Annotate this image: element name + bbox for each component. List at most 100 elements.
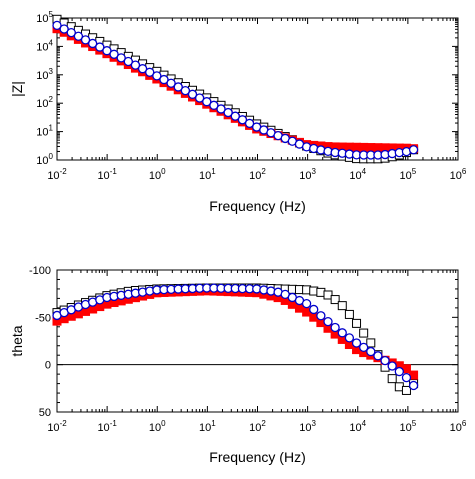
x-tick-base: 10	[400, 422, 412, 434]
y-tick-base: 10	[36, 127, 48, 139]
chart1-series-open-circle-point	[187, 89, 198, 99]
chart2-series-open-circle-point	[351, 338, 362, 348]
chart1-x-tick-label: 105	[400, 167, 417, 182]
chart2-series-open-square-point	[330, 295, 340, 305]
chart2-y-axis-label: theta	[9, 325, 25, 356]
chart1-series-open-circle-point	[152, 71, 162, 81]
chart2-series-open-square-point	[323, 290, 333, 300]
chart2-series-open-square-point	[337, 301, 347, 311]
chart2-x-tick-label: 100	[149, 419, 166, 434]
chart1-x-tick-label: 103	[299, 167, 316, 182]
chart1-series-open-circle-point	[80, 35, 91, 45]
chart2-x-tick-label: 103	[299, 419, 316, 434]
chart2-y-tick-label: 0	[45, 360, 51, 372]
chart2-series-open-circle-point	[380, 355, 390, 366]
chart1-x-tick-label: 106	[450, 167, 467, 182]
x-tick-exponent: 4	[362, 419, 367, 428]
x-tick-base: 10	[199, 422, 211, 434]
chart2-series-open-circle-point	[344, 333, 355, 343]
x-tick-base: 10	[249, 422, 261, 434]
chart1-series-open-circle-point	[95, 42, 105, 52]
x-tick-exponent: -2	[60, 419, 68, 428]
chart1-series-open-circle-point	[123, 56, 133, 67]
chart1-y-axis-label: |Z|	[9, 81, 25, 97]
x-tick-exponent: 3	[312, 419, 317, 428]
chart2-y-tick-label: -50	[35, 312, 51, 324]
chart2-series-open-circle-point	[373, 351, 383, 361]
chart2-series-open-circle-point	[301, 298, 312, 309]
chart2-x-tick-label: 104	[349, 419, 366, 434]
chart2-x-tick-label: 106	[450, 419, 467, 434]
x-tick-exponent: 1	[211, 419, 216, 428]
chart2-series-open-circle-point	[316, 311, 326, 321]
x-tick-exponent: 0	[161, 419, 166, 428]
chart1-series-open-circle-point	[202, 97, 212, 107]
y-tick-exponent: 3	[49, 67, 54, 76]
x-tick-exponent: 2	[261, 419, 266, 428]
chart2-x-tick-label: 105	[400, 419, 417, 434]
chart2-series-open-circle-point	[387, 361, 397, 371]
chart1-series-open-circle-point	[73, 31, 84, 41]
x-tick-base: 10	[149, 170, 161, 182]
chart1-series-open-circle-point	[130, 60, 141, 70]
x-tick-base: 10	[97, 170, 109, 182]
y-tick-base: 10	[36, 155, 48, 167]
chart2-series-open-square-point	[387, 374, 397, 384]
x-tick-exponent: 5	[412, 419, 417, 428]
chart2-series-open-circle-point	[309, 304, 319, 315]
chart1-x-tick-label: 104	[349, 167, 366, 182]
chart1-series-open-circle-point	[116, 53, 126, 63]
x-tick-base: 10	[47, 422, 59, 434]
x-tick-base: 10	[400, 170, 412, 182]
x-tick-base: 10	[47, 170, 59, 182]
chart1-plot-frame	[56, 17, 459, 161]
x-tick-base: 10	[149, 422, 161, 434]
chart1-x-axis-label: Frequency (Hz)	[209, 198, 305, 214]
x-tick-base: 10	[450, 170, 462, 182]
chart2-y-tick-label: 50	[39, 407, 51, 419]
chart1-series-open-circle-point	[109, 49, 119, 59]
y-tick-exponent: 5	[49, 10, 54, 19]
x-tick-exponent: 0	[161, 167, 166, 176]
chart1-series-open-circle-point	[102, 46, 112, 56]
y-tick-exponent: 4	[49, 38, 54, 47]
chart1-series-open-circle-point	[237, 115, 248, 125]
chart1-series-open-circle-point	[194, 93, 205, 103]
chart2-y-tick-label: -100	[29, 265, 51, 277]
chart2-series-open-circle-point	[337, 328, 347, 338]
y-tick-exponent: 2	[49, 95, 54, 104]
chart2-series-open-circle-point	[401, 373, 412, 383]
chart1-y-tick-label: 103	[36, 67, 53, 82]
x-tick-base: 10	[299, 422, 311, 434]
chart2-series-open-square-point	[366, 338, 376, 348]
chart2-x-tick-label: 102	[249, 419, 266, 434]
chart1-series-open-circle-point	[244, 118, 255, 129]
x-tick-base: 10	[299, 170, 311, 182]
x-tick-exponent: -1	[110, 167, 118, 176]
chart1-series-open-circle-point	[52, 20, 62, 31]
x-tick-base: 10	[97, 422, 109, 434]
chart2-series-open-circle-point	[394, 366, 404, 377]
x-tick-exponent: -2	[60, 167, 68, 176]
chart2-x-tick-label: 10-2	[47, 419, 67, 434]
y-tick-exponent: 0	[49, 152, 54, 161]
x-tick-base: 10	[199, 170, 211, 182]
chart1-series-open-circle-point	[216, 104, 226, 114]
chart1-series-open-circle-point	[180, 85, 191, 96]
x-tick-exponent: 3	[312, 167, 317, 176]
chart2-series-open-circle-point	[408, 380, 419, 391]
chart1-series-open-circle-point	[59, 24, 69, 34]
x-tick-base: 10	[349, 170, 361, 182]
x-tick-exponent: 6	[462, 167, 467, 176]
chart1-x-tick-label: 10-2	[47, 167, 67, 182]
x-tick-base: 10	[450, 422, 462, 434]
chart1-x-tick-label: 102	[249, 167, 266, 182]
chart2-x-tick-label: 10-1	[97, 419, 117, 434]
chart1-x-tick-label: 10-1	[97, 167, 117, 182]
chart2-series-open-square-point	[401, 385, 411, 395]
chart1-series-open-circle-point	[166, 78, 176, 88]
chart1-series-open-circle-point	[88, 38, 98, 49]
chart1-series-open-circle-point	[230, 111, 240, 121]
